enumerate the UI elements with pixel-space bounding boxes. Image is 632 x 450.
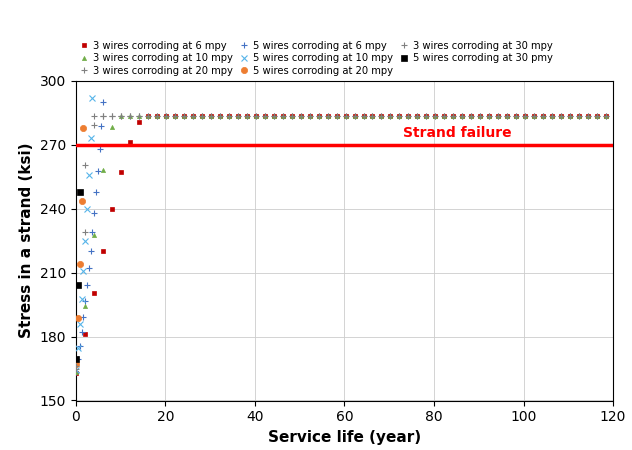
- 5 wires corroding at 6 mpy: [97, 123, 105, 129]
- 3 wires corroding at 6 mpy: [216, 113, 224, 119]
- 3 wires corroding at 20 mpy: [602, 113, 610, 119]
- 5 wires corroding at 6 mpy: [83, 283, 91, 288]
- 3 wires corroding at 20 mpy: [73, 366, 80, 371]
- 5 wires corroding at 10 mpy: [85, 172, 93, 177]
- 3 wires corroding at 30 mpy: [261, 113, 269, 119]
- 5 wires corroding at 20 mpy: [80, 125, 87, 130]
- 3 wires corroding at 30 mpy: [252, 113, 260, 119]
- 5 wires corroding at 10 mpy: [82, 239, 89, 244]
- 3 wires corroding at 30 mpy: [234, 113, 241, 119]
- 5 wires corroding at 10 mpy: [88, 95, 96, 101]
- 3 wires corroding at 10 mpy: [261, 113, 269, 119]
- 3 wires corroding at 20 mpy: [413, 113, 421, 119]
- 3 wires corroding at 30 mpy: [413, 113, 421, 119]
- 3 wires corroding at 6 mpy: [413, 113, 421, 119]
- Line: 3 wires corroding at 30 mpy: 3 wires corroding at 30 mpy: [73, 113, 609, 369]
- 3 wires corroding at 20 mpy: [252, 113, 260, 119]
- 3 wires corroding at 10 mpy: [216, 113, 224, 119]
- Y-axis label: Stress in a strand (ksi): Stress in a strand (ksi): [19, 143, 34, 338]
- 3 wires corroding at 20 mpy: [234, 113, 241, 119]
- Line: 3 wires corroding at 20 mpy: 3 wires corroding at 20 mpy: [73, 113, 609, 372]
- 3 wires corroding at 30 mpy: [90, 113, 98, 119]
- 3 wires corroding at 10 mpy: [252, 113, 260, 119]
- 3 wires corroding at 6 mpy: [73, 370, 80, 376]
- 3 wires corroding at 10 mpy: [602, 113, 610, 119]
- Text: Strand failure: Strand failure: [403, 126, 511, 140]
- 3 wires corroding at 6 mpy: [171, 113, 179, 119]
- 5 wires corroding at 6 mpy: [80, 314, 87, 319]
- 3 wires corroding at 30 mpy: [216, 113, 224, 119]
- 5 wires corroding at 6 mpy: [75, 356, 82, 362]
- 3 wires corroding at 6 mpy: [261, 113, 269, 119]
- 5 wires corroding at 10 mpy: [83, 207, 91, 212]
- Line: 3 wires corroding at 6 mpy: 3 wires corroding at 6 mpy: [74, 114, 608, 375]
- 3 wires corroding at 20 mpy: [171, 113, 179, 119]
- 5 wires corroding at 10 mpy: [80, 269, 87, 274]
- 5 wires corroding at 10 mpy: [87, 135, 94, 140]
- Line: 3 wires corroding at 10 mpy: 3 wires corroding at 10 mpy: [74, 114, 608, 374]
- 3 wires corroding at 30 mpy: [73, 363, 80, 368]
- Line: 5 wires corroding at 30 pmy: 5 wires corroding at 30 pmy: [73, 74, 85, 362]
- 5 wires corroding at 20 mpy: [78, 198, 85, 204]
- 3 wires corroding at 30 mpy: [171, 113, 179, 119]
- 5 wires corroding at 20 mpy: [73, 362, 80, 367]
- 3 wires corroding at 10 mpy: [118, 113, 125, 119]
- 3 wires corroding at 10 mpy: [73, 369, 80, 374]
- 3 wires corroding at 10 mpy: [171, 113, 179, 119]
- 5 wires corroding at 10 mpy: [75, 345, 82, 351]
- Line: 5 wires corroding at 20 mpy: 5 wires corroding at 20 mpy: [73, 125, 87, 368]
- 3 wires corroding at 20 mpy: [99, 113, 107, 119]
- 5 wires corroding at 6 mpy: [78, 329, 85, 334]
- 3 wires corroding at 6 mpy: [144, 113, 152, 119]
- 3 wires corroding at 6 mpy: [602, 113, 610, 119]
- 5 wires corroding at 6 mpy: [85, 266, 93, 271]
- 5 wires corroding at 30 pmy: [73, 356, 80, 362]
- 5 wires corroding at 6 mpy: [92, 190, 100, 195]
- 5 wires corroding at 6 mpy: [73, 369, 80, 374]
- 3 wires corroding at 10 mpy: [234, 113, 241, 119]
- Legend: 3 wires corroding at 6 mpy, 3 wires corroding at 10 mpy, 3 wires corroding at 20: 3 wires corroding at 6 mpy, 3 wires corr…: [76, 39, 555, 78]
- 5 wires corroding at 20 mpy: [75, 315, 82, 321]
- 5 wires corroding at 6 mpy: [87, 248, 94, 253]
- 3 wires corroding at 10 mpy: [413, 113, 421, 119]
- 3 wires corroding at 6 mpy: [252, 113, 260, 119]
- 5 wires corroding at 6 mpy: [88, 230, 96, 235]
- 5 wires corroding at 6 mpy: [76, 343, 83, 348]
- 5 wires corroding at 30 pmy: [75, 283, 82, 288]
- Line: 5 wires corroding at 6 mpy: 5 wires corroding at 6 mpy: [73, 74, 108, 374]
- 5 wires corroding at 20 mpy: [76, 261, 83, 267]
- 5 wires corroding at 6 mpy: [94, 168, 102, 174]
- 3 wires corroding at 6 mpy: [234, 113, 241, 119]
- 5 wires corroding at 6 mpy: [96, 146, 104, 152]
- 5 wires corroding at 30 pmy: [78, 74, 85, 80]
- Line: 5 wires corroding at 10 mpy: 5 wires corroding at 10 mpy: [73, 95, 95, 373]
- 5 wires corroding at 30 pmy: [76, 190, 83, 195]
- 5 wires corroding at 10 mpy: [73, 367, 80, 373]
- 5 wires corroding at 6 mpy: [99, 99, 107, 105]
- 3 wires corroding at 20 mpy: [216, 113, 224, 119]
- 3 wires corroding at 20 mpy: [261, 113, 269, 119]
- 5 wires corroding at 10 mpy: [78, 296, 85, 302]
- 5 wires corroding at 6 mpy: [101, 74, 109, 80]
- X-axis label: Service life (year): Service life (year): [268, 430, 421, 445]
- 5 wires corroding at 6 mpy: [82, 299, 89, 304]
- 3 wires corroding at 30 mpy: [602, 113, 610, 119]
- 5 wires corroding at 6 mpy: [90, 210, 98, 216]
- 5 wires corroding at 10 mpy: [76, 322, 83, 327]
